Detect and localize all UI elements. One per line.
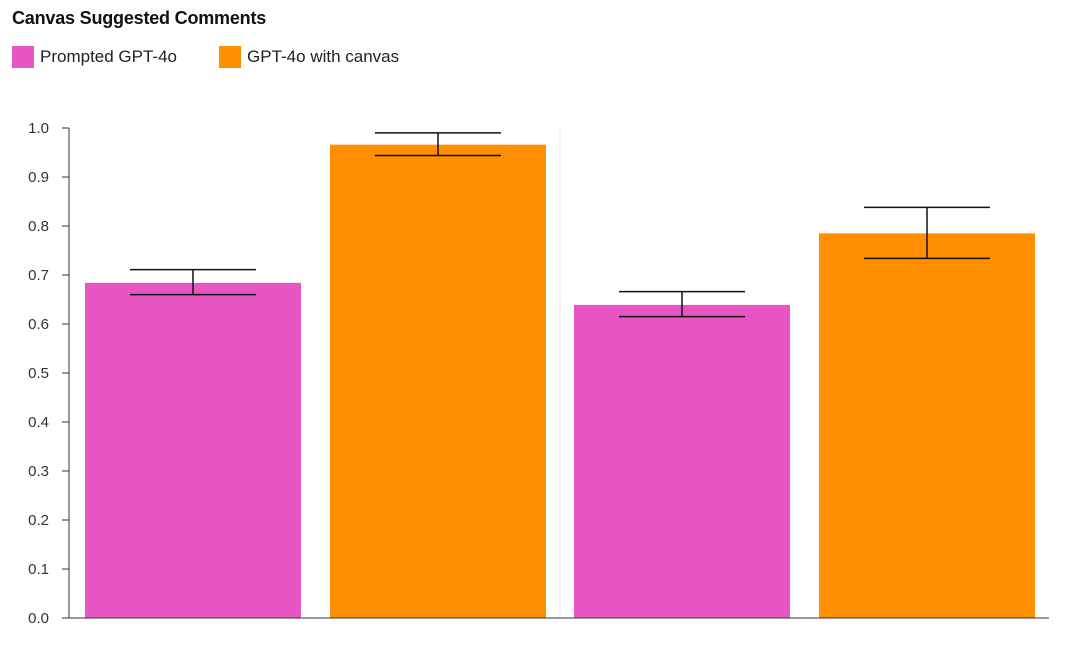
y-tick-label-6: 0.6 [28, 316, 49, 333]
legend-label-canvas: GPT-4o with canvas [247, 47, 400, 66]
legend-swatch-prompted [12, 46, 34, 68]
y-tick-label-5: 0.5 [28, 365, 49, 382]
y-tick-label-3: 0.3 [28, 463, 49, 480]
y-tick-label-0: 0.0 [28, 610, 49, 627]
bar-canvas-1 [819, 233, 1035, 618]
y-tick-label-10: 1.0 [28, 120, 49, 137]
y-tick-label-8: 0.8 [28, 218, 49, 235]
legend-item-prompted: Prompted GPT-4o [12, 46, 177, 68]
y-tick-label-7: 0.7 [28, 267, 49, 284]
bar-canvas-0 [330, 144, 546, 618]
legend-label-prompted: Prompted GPT-4o [40, 47, 178, 66]
legend-swatch-canvas [219, 46, 242, 68]
y-tick-label-4: 0.4 [28, 414, 49, 431]
chart-legend: Prompted GPT-4o GPT-4o with canvas [12, 46, 441, 68]
chart-title: Canvas Suggested Comments [12, 8, 267, 28]
bar-prompted-1 [574, 304, 790, 618]
legend-item-canvas: GPT-4o with canvas [219, 46, 399, 68]
bar-prompted-0 [85, 282, 301, 618]
y-tick-label-1: 0.1 [28, 561, 49, 578]
y-tick-label-2: 0.2 [28, 512, 49, 529]
y-tick-label-9: 0.9 [28, 169, 49, 186]
